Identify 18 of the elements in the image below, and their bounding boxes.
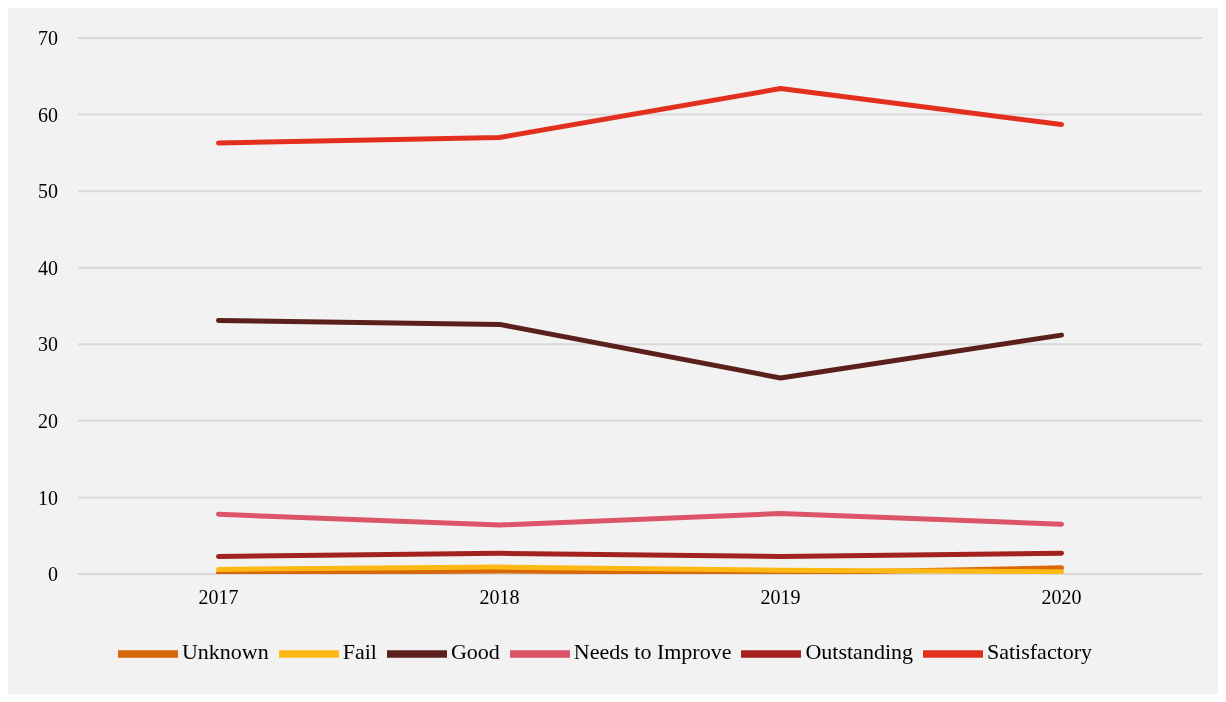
x-tick-label: 2020 (1041, 586, 1082, 609)
legend-label: Good (450, 639, 500, 665)
legend-label: Outstanding (805, 639, 913, 665)
legend-label: Satisfactory (987, 639, 1093, 665)
y-tick-label: 0 (48, 563, 58, 586)
y-tick-label: 70 (38, 27, 58, 50)
legend-label: Unknown (181, 639, 269, 665)
legend-label: Needs to Improve (573, 639, 732, 665)
x-tick-label: 2018 (479, 586, 520, 609)
legend-label: Fail (342, 639, 377, 665)
y-tick-label: 10 (38, 486, 58, 509)
y-tick-label: 40 (38, 256, 58, 279)
y-tick-label: 20 (38, 409, 58, 432)
x-tick-label: 2019 (760, 586, 801, 609)
y-tick-label: 50 (38, 180, 58, 203)
y-tick-label: 30 (38, 333, 58, 356)
y-tick-label: 60 (38, 103, 58, 126)
x-tick-label: 2017 (198, 586, 239, 609)
